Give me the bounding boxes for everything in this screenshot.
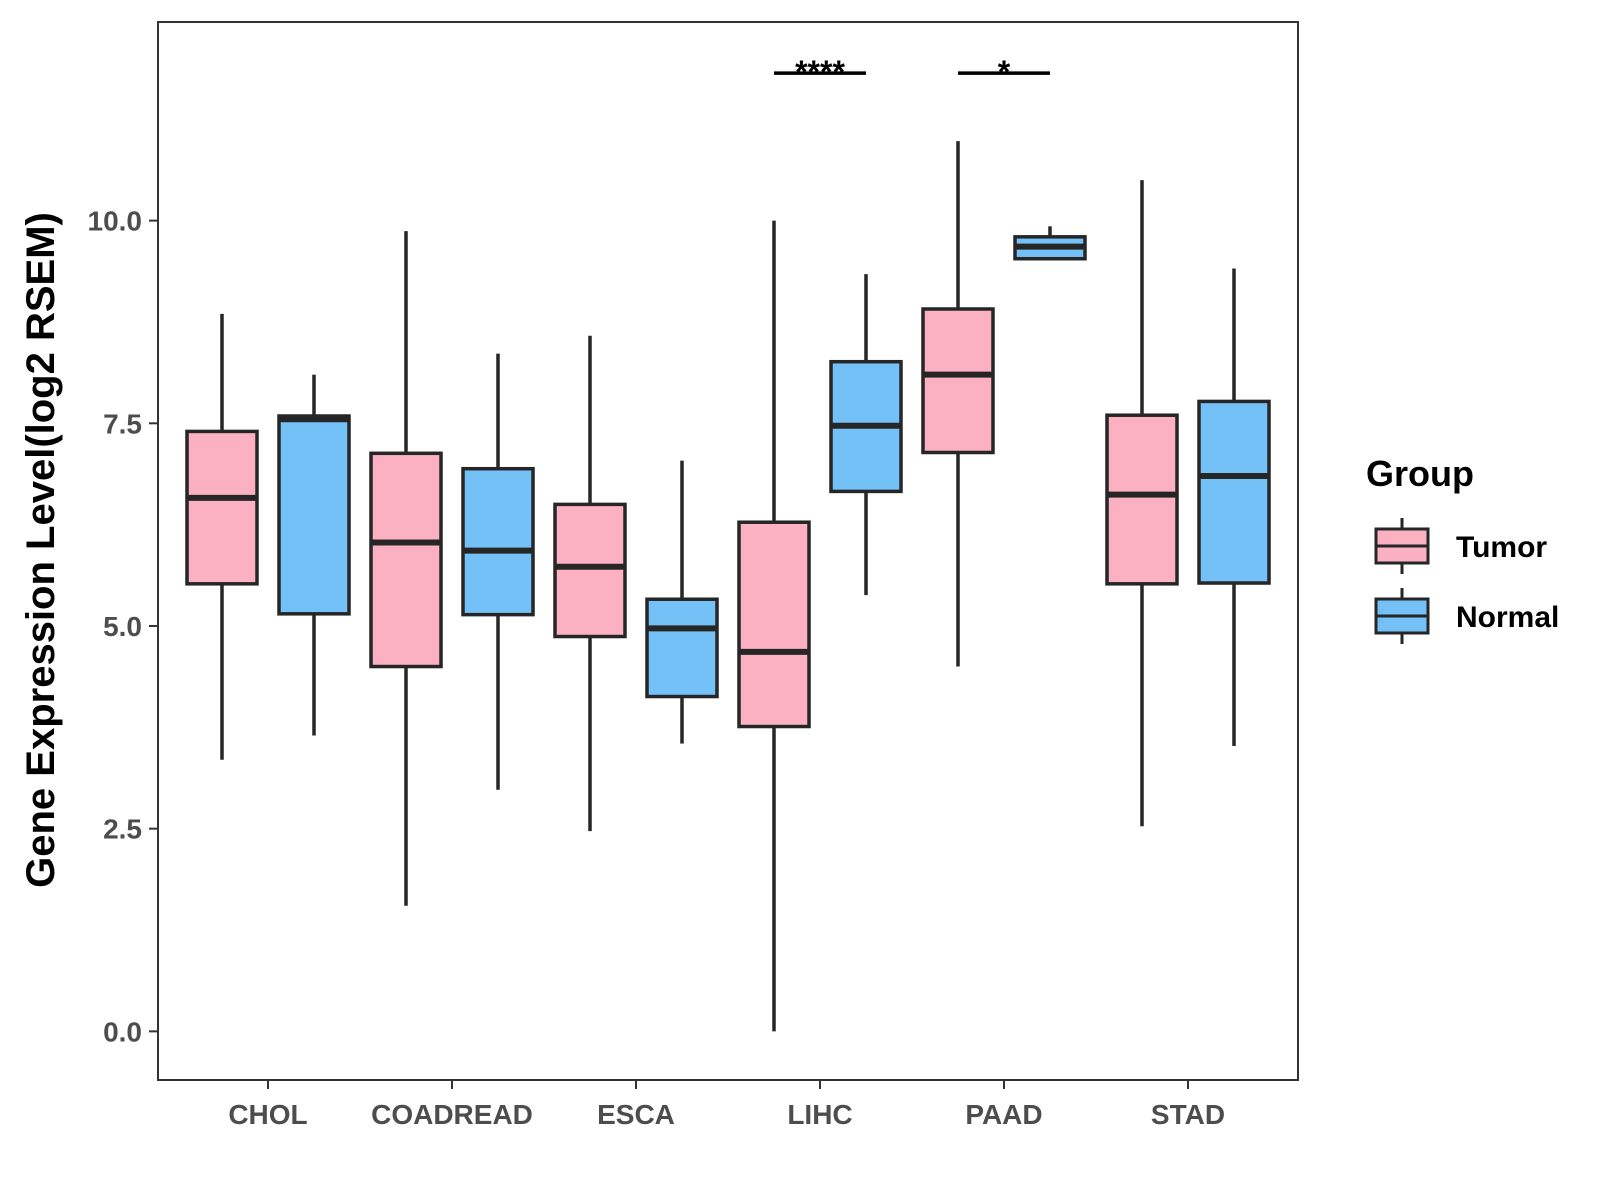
box-normal-coadread [461, 353, 535, 790]
box-series [185, 141, 1271, 1032]
x-tick-label-paad: PAAD [965, 1099, 1042, 1130]
box-iqr [1197, 399, 1271, 585]
box-normal-esca [645, 460, 719, 744]
box-normal-lihc [829, 274, 903, 596]
box-iqr [737, 520, 811, 729]
significance-label: * [998, 54, 1011, 90]
y-tick-label: 0.0 [103, 1016, 142, 1047]
x-axis: CHOL COADREAD ESCA LIHC PAAD STAD [228, 1080, 1225, 1130]
box-iqr [277, 414, 351, 616]
box-iqr [553, 502, 627, 639]
box-tumor-lihc [737, 220, 811, 1032]
legend-title: Group [1366, 453, 1474, 494]
x-tick-label-stad: STAD [1151, 1099, 1225, 1130]
box-iqr [461, 466, 535, 617]
y-axis: 0.0 2.5 5.0 7.5 10.0 [88, 206, 158, 1047]
significance-annotations: **** * [774, 54, 1050, 90]
significance-paad: * [958, 54, 1050, 90]
y-tick-label: 5.0 [103, 611, 142, 642]
box-tumor-stad [1105, 180, 1179, 827]
y-axis-title: Gene Expression Level(log2 RSEM) [19, 212, 63, 888]
box-normal-paad [1013, 226, 1087, 261]
y-tick-label: 2.5 [103, 814, 142, 845]
legend-label: Normal [1456, 601, 1559, 634]
box-iqr [1105, 413, 1179, 586]
box-iqr [921, 307, 995, 455]
box-tumor-paad [921, 141, 995, 667]
legend-item-tumor: Tumor [1374, 518, 1547, 574]
box-iqr [369, 451, 443, 669]
box-tumor-chol [185, 313, 259, 760]
x-tick-label-coadread: COADREAD [371, 1099, 533, 1130]
box-tumor-coadread [369, 231, 443, 906]
significance-lihc: **** [774, 54, 866, 90]
box-tumor-esca [553, 335, 627, 832]
box-iqr [185, 429, 259, 586]
x-tick-label-chol: CHOL [228, 1099, 307, 1130]
legend-label: Tumor [1456, 531, 1547, 564]
x-tick-label-lihc: LIHC [787, 1099, 852, 1130]
x-tick-label-esca: ESCA [597, 1099, 675, 1130]
significance-label: **** [795, 54, 845, 90]
legend: Group Tumor Normal [1366, 453, 1559, 644]
box-normal-chol [277, 374, 351, 736]
y-tick-label: 7.5 [103, 408, 142, 439]
legend-item-normal: Normal [1374, 588, 1559, 644]
box-normal-stad [1197, 268, 1271, 746]
box-iqr [645, 597, 719, 699]
y-tick-label: 10.0 [88, 206, 143, 237]
